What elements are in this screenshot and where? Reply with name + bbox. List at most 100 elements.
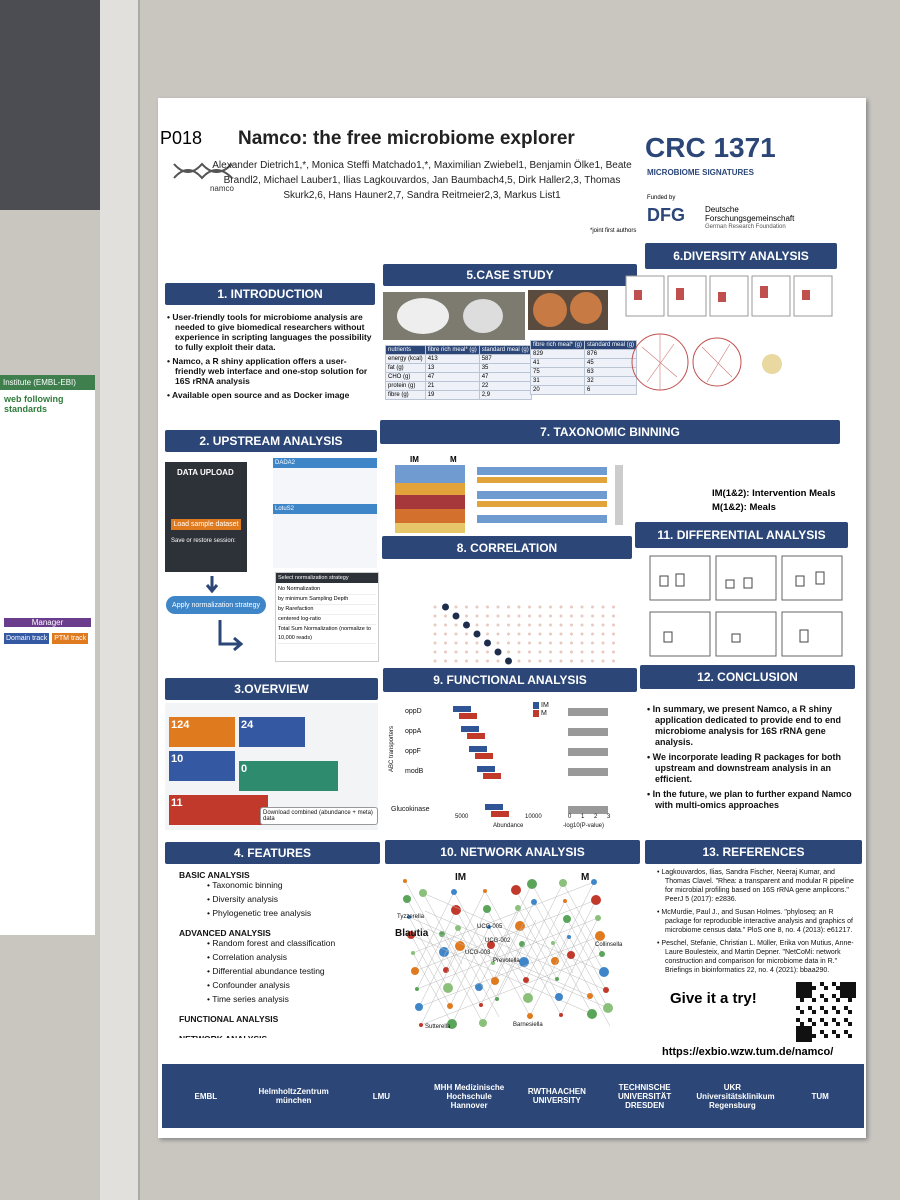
qr-cell — [800, 986, 804, 990]
corr-dot — [452, 612, 460, 620]
qr-cell — [844, 994, 848, 998]
node — [531, 899, 537, 905]
bar-m — [459, 713, 477, 719]
node — [551, 957, 559, 965]
overview-body: 124 24 10 0 11 Download combined (abundance … — [165, 703, 378, 830]
norm-select: Select normalization strategy — [276, 573, 378, 583]
edge — [424, 910, 607, 991]
load-button[interactable]: Load sample dataset — [171, 519, 241, 530]
gene-label: Glucokinase — [391, 806, 430, 813]
corr-dot — [612, 623, 615, 627]
node — [603, 987, 609, 993]
corr-dot — [601, 614, 605, 618]
qr-cell — [808, 1030, 812, 1034]
edge — [420, 953, 603, 1026]
qr-cell — [812, 998, 816, 1002]
edge — [410, 934, 451, 1007]
corr-dot — [612, 632, 615, 636]
url[interactable]: https://exbio.wzw.tum.de/namco/ — [662, 1046, 834, 1058]
qr-cell — [836, 1022, 840, 1026]
qr-cell — [848, 1022, 852, 1026]
edge — [482, 943, 523, 1024]
network-graph — [403, 879, 613, 1029]
edge — [414, 899, 597, 972]
edge — [422, 892, 605, 973]
table-cell: 75 — [529, 367, 586, 377]
node-label: Blautia — [395, 928, 429, 939]
x-tick-2: 1 — [581, 814, 585, 820]
node — [595, 931, 605, 941]
list-item: We incorporate leading R packages for bo… — [653, 752, 853, 785]
upstream-header: 2. UPSTREAM ANALYSIS — [165, 430, 377, 452]
corr-dot — [528, 650, 531, 654]
qr-cell — [800, 1038, 804, 1042]
corr-dot — [465, 650, 468, 654]
qr-cell — [844, 982, 848, 986]
footer: EMBL HelmholtzZentrum münchen LMU MHH Mediz… — [162, 1064, 864, 1128]
node — [563, 899, 567, 903]
feature-heading: NETWORK ANALYSIS — [179, 1034, 380, 1038]
functional-header: 9. FUNCTIONAL ANALYSIS — [383, 668, 637, 692]
table-cell: 19 — [424, 390, 480, 400]
qr-cell — [824, 1010, 828, 1014]
edge — [418, 935, 601, 1008]
table-cell: 22 — [478, 381, 532, 391]
corr-dot — [454, 623, 458, 627]
list-item: Namco, a R shiny application offers a us… — [172, 356, 375, 386]
logo-text: namco — [209, 184, 234, 193]
features-header: 4. FEATURES — [165, 842, 380, 864]
side-institute: Institute (EMBL-EBI) — [0, 375, 95, 390]
download-button[interactable]: Download combined (abundance + meta) dat… — [260, 807, 378, 825]
intro-body: User-friendly tools for microbiome analy… — [165, 308, 375, 430]
side-domain: Domain track — [4, 633, 50, 644]
qr-cell — [812, 1034, 816, 1038]
network-header: 10. NETWORK ANALYSIS — [385, 840, 640, 864]
qr-cell — [832, 994, 836, 998]
qr-cell — [844, 1030, 848, 1034]
table-cell: 413 — [424, 354, 480, 364]
qr-cell — [848, 998, 852, 1002]
corr-dot — [507, 614, 510, 618]
qr-cell — [848, 982, 852, 986]
option: by Rarefaction — [278, 605, 376, 615]
diversity-plots — [625, 275, 833, 391]
list-item: Lagkouvardos, Ilias, Sandra Fischer, Nee… — [661, 868, 860, 904]
edge — [558, 917, 599, 998]
node — [567, 935, 571, 939]
apply-button[interactable]: Apply normalization strategy — [166, 596, 266, 614]
norm-panel: Select normalization strategy No Normali… — [275, 572, 379, 662]
edge — [478, 907, 519, 988]
qr-cell — [800, 994, 804, 998]
crc: CRC 1371 — [645, 132, 776, 163]
edge — [562, 882, 603, 955]
legend-entry: IM — [533, 702, 549, 709]
edge — [457, 927, 498, 1000]
side-manager: Manager — [4, 618, 91, 627]
corr-dot — [549, 614, 552, 618]
corr-dot — [601, 632, 605, 636]
option: Total Sum Normalization (normalize to 10… — [278, 625, 376, 644]
stat-tile: 0 — [239, 761, 338, 791]
qr-cell — [796, 990, 800, 994]
corr-dot — [559, 650, 563, 654]
corr-dot — [444, 659, 447, 663]
corr-dot — [517, 623, 521, 627]
feature-heading: ADVANCED ANALYSIS — [179, 928, 271, 938]
dark-board — [0, 0, 100, 210]
edge — [568, 936, 609, 1009]
corr-dot — [465, 605, 468, 609]
node — [411, 951, 415, 955]
option: by minimum Sampling Depth — [278, 595, 376, 605]
qr-cell — [820, 982, 824, 986]
qr-cell — [800, 1030, 804, 1034]
table-cell: 2,9 — [478, 390, 532, 400]
corr-dot — [486, 605, 489, 609]
corr-dot — [444, 641, 447, 645]
edge — [494, 901, 535, 982]
qr-cell — [812, 1022, 816, 1026]
edge — [496, 919, 537, 1000]
corr-dot — [454, 632, 458, 636]
qr-cell — [804, 1038, 808, 1042]
edge — [416, 909, 457, 990]
corr-dot — [475, 614, 479, 618]
